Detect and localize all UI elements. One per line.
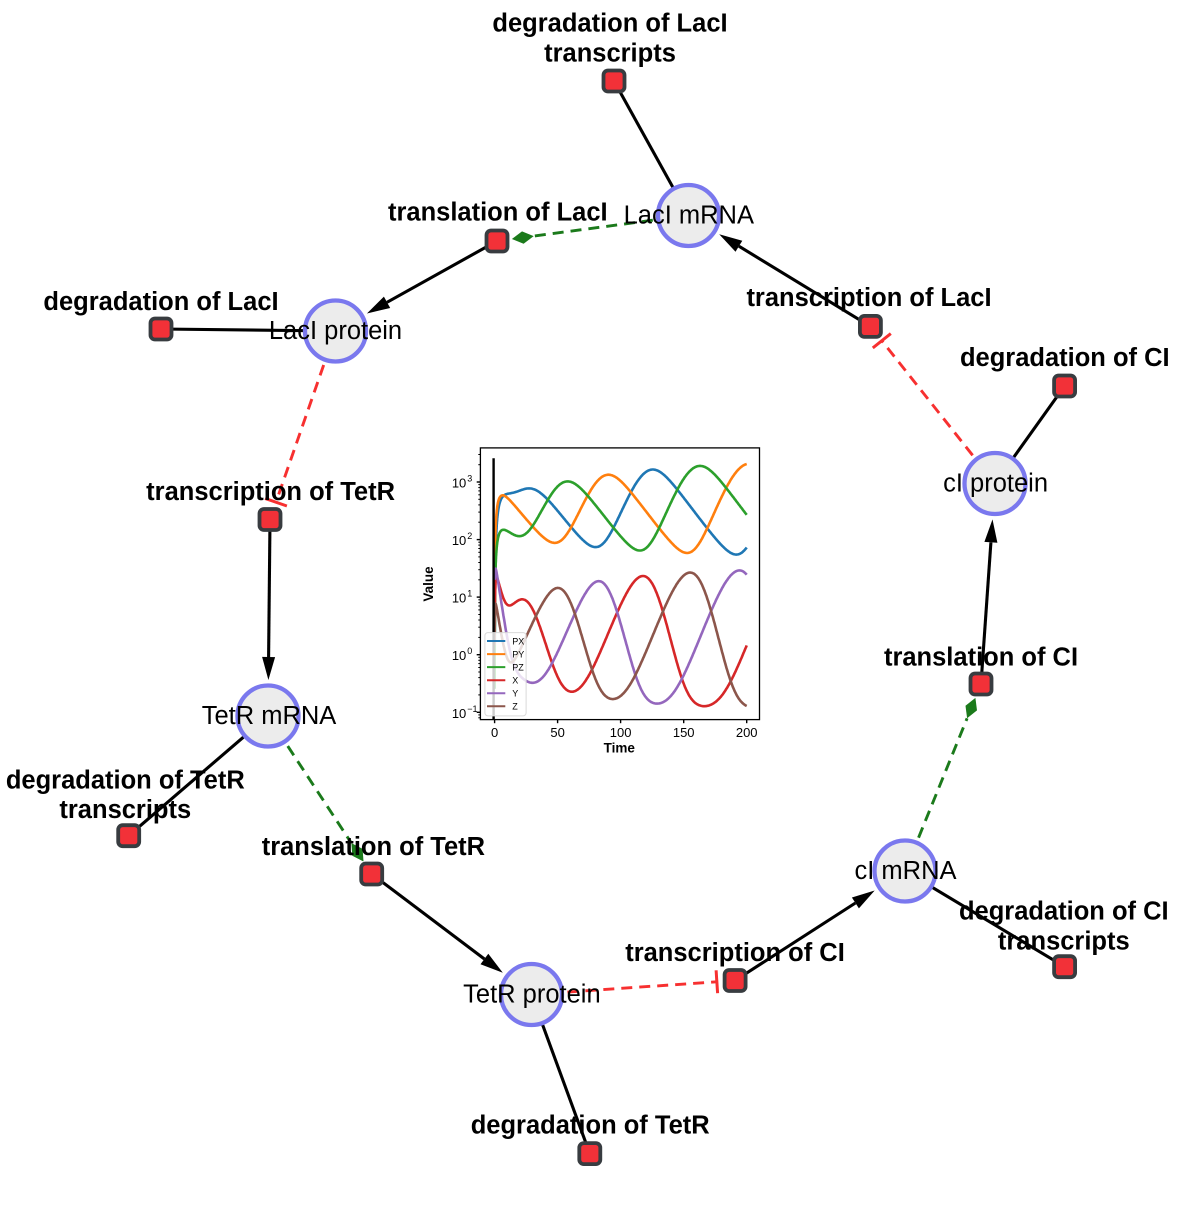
svg-text:10: 10 bbox=[452, 706, 466, 721]
svg-text:TetR mRNA: TetR mRNA bbox=[202, 702, 337, 730]
svg-text:−1: −1 bbox=[467, 704, 477, 714]
svg-text:LacI mRNA: LacI mRNA bbox=[624, 202, 754, 230]
svg-text:degradation of TetR: degradation of TetR bbox=[6, 767, 245, 795]
svg-text:LacI protein: LacI protein bbox=[269, 317, 402, 345]
svg-text:10: 10 bbox=[452, 591, 466, 606]
svg-text:translation of LacI: translation of LacI bbox=[388, 199, 608, 227]
svg-text:translation of TetR: translation of TetR bbox=[262, 833, 485, 861]
svg-text:0: 0 bbox=[491, 725, 498, 740]
svg-text:10: 10 bbox=[452, 476, 466, 491]
svg-text:transcription of TetR: transcription of TetR bbox=[146, 478, 395, 506]
svg-text:transcripts: transcripts bbox=[59, 796, 191, 824]
svg-text:translation of CI: translation of CI bbox=[884, 643, 1078, 671]
svg-text:transcription of CI: transcription of CI bbox=[625, 939, 845, 967]
svg-text:1: 1 bbox=[467, 589, 472, 599]
svg-text:2: 2 bbox=[467, 531, 472, 541]
svg-text:cI protein: cI protein bbox=[943, 470, 1048, 498]
svg-text:PY: PY bbox=[512, 649, 524, 659]
svg-text:10: 10 bbox=[452, 648, 466, 663]
svg-text:PZ: PZ bbox=[512, 662, 524, 672]
svg-text:X: X bbox=[512, 676, 518, 686]
svg-text:degradation of CI: degradation of CI bbox=[959, 897, 1169, 925]
svg-text:degradation of LacI: degradation of LacI bbox=[43, 288, 278, 316]
svg-text:3: 3 bbox=[467, 474, 472, 484]
svg-text:150: 150 bbox=[673, 725, 695, 740]
svg-text:Value: Value bbox=[421, 566, 436, 602]
svg-text:transcripts: transcripts bbox=[998, 928, 1130, 956]
svg-text:degradation of CI: degradation of CI bbox=[960, 344, 1170, 372]
svg-text:200: 200 bbox=[736, 725, 758, 740]
svg-text:100: 100 bbox=[610, 725, 632, 740]
svg-text:10: 10 bbox=[452, 533, 466, 548]
svg-text:PX: PX bbox=[512, 636, 524, 646]
svg-text:degradation of TetR: degradation of TetR bbox=[471, 1111, 710, 1139]
svg-text:cI mRNA: cI mRNA bbox=[855, 857, 957, 885]
svg-text:transcription of LacI: transcription of LacI bbox=[746, 284, 991, 312]
svg-text:50: 50 bbox=[550, 725, 564, 740]
svg-text:Y: Y bbox=[512, 689, 518, 699]
svg-text:transcripts: transcripts bbox=[544, 40, 676, 68]
svg-text:Time: Time bbox=[604, 740, 636, 755]
svg-text:degradation of LacI: degradation of LacI bbox=[492, 10, 727, 38]
svg-text:TetR protein: TetR protein bbox=[463, 981, 601, 1009]
svg-text:Z: Z bbox=[512, 702, 518, 712]
svg-text:0: 0 bbox=[467, 646, 472, 656]
